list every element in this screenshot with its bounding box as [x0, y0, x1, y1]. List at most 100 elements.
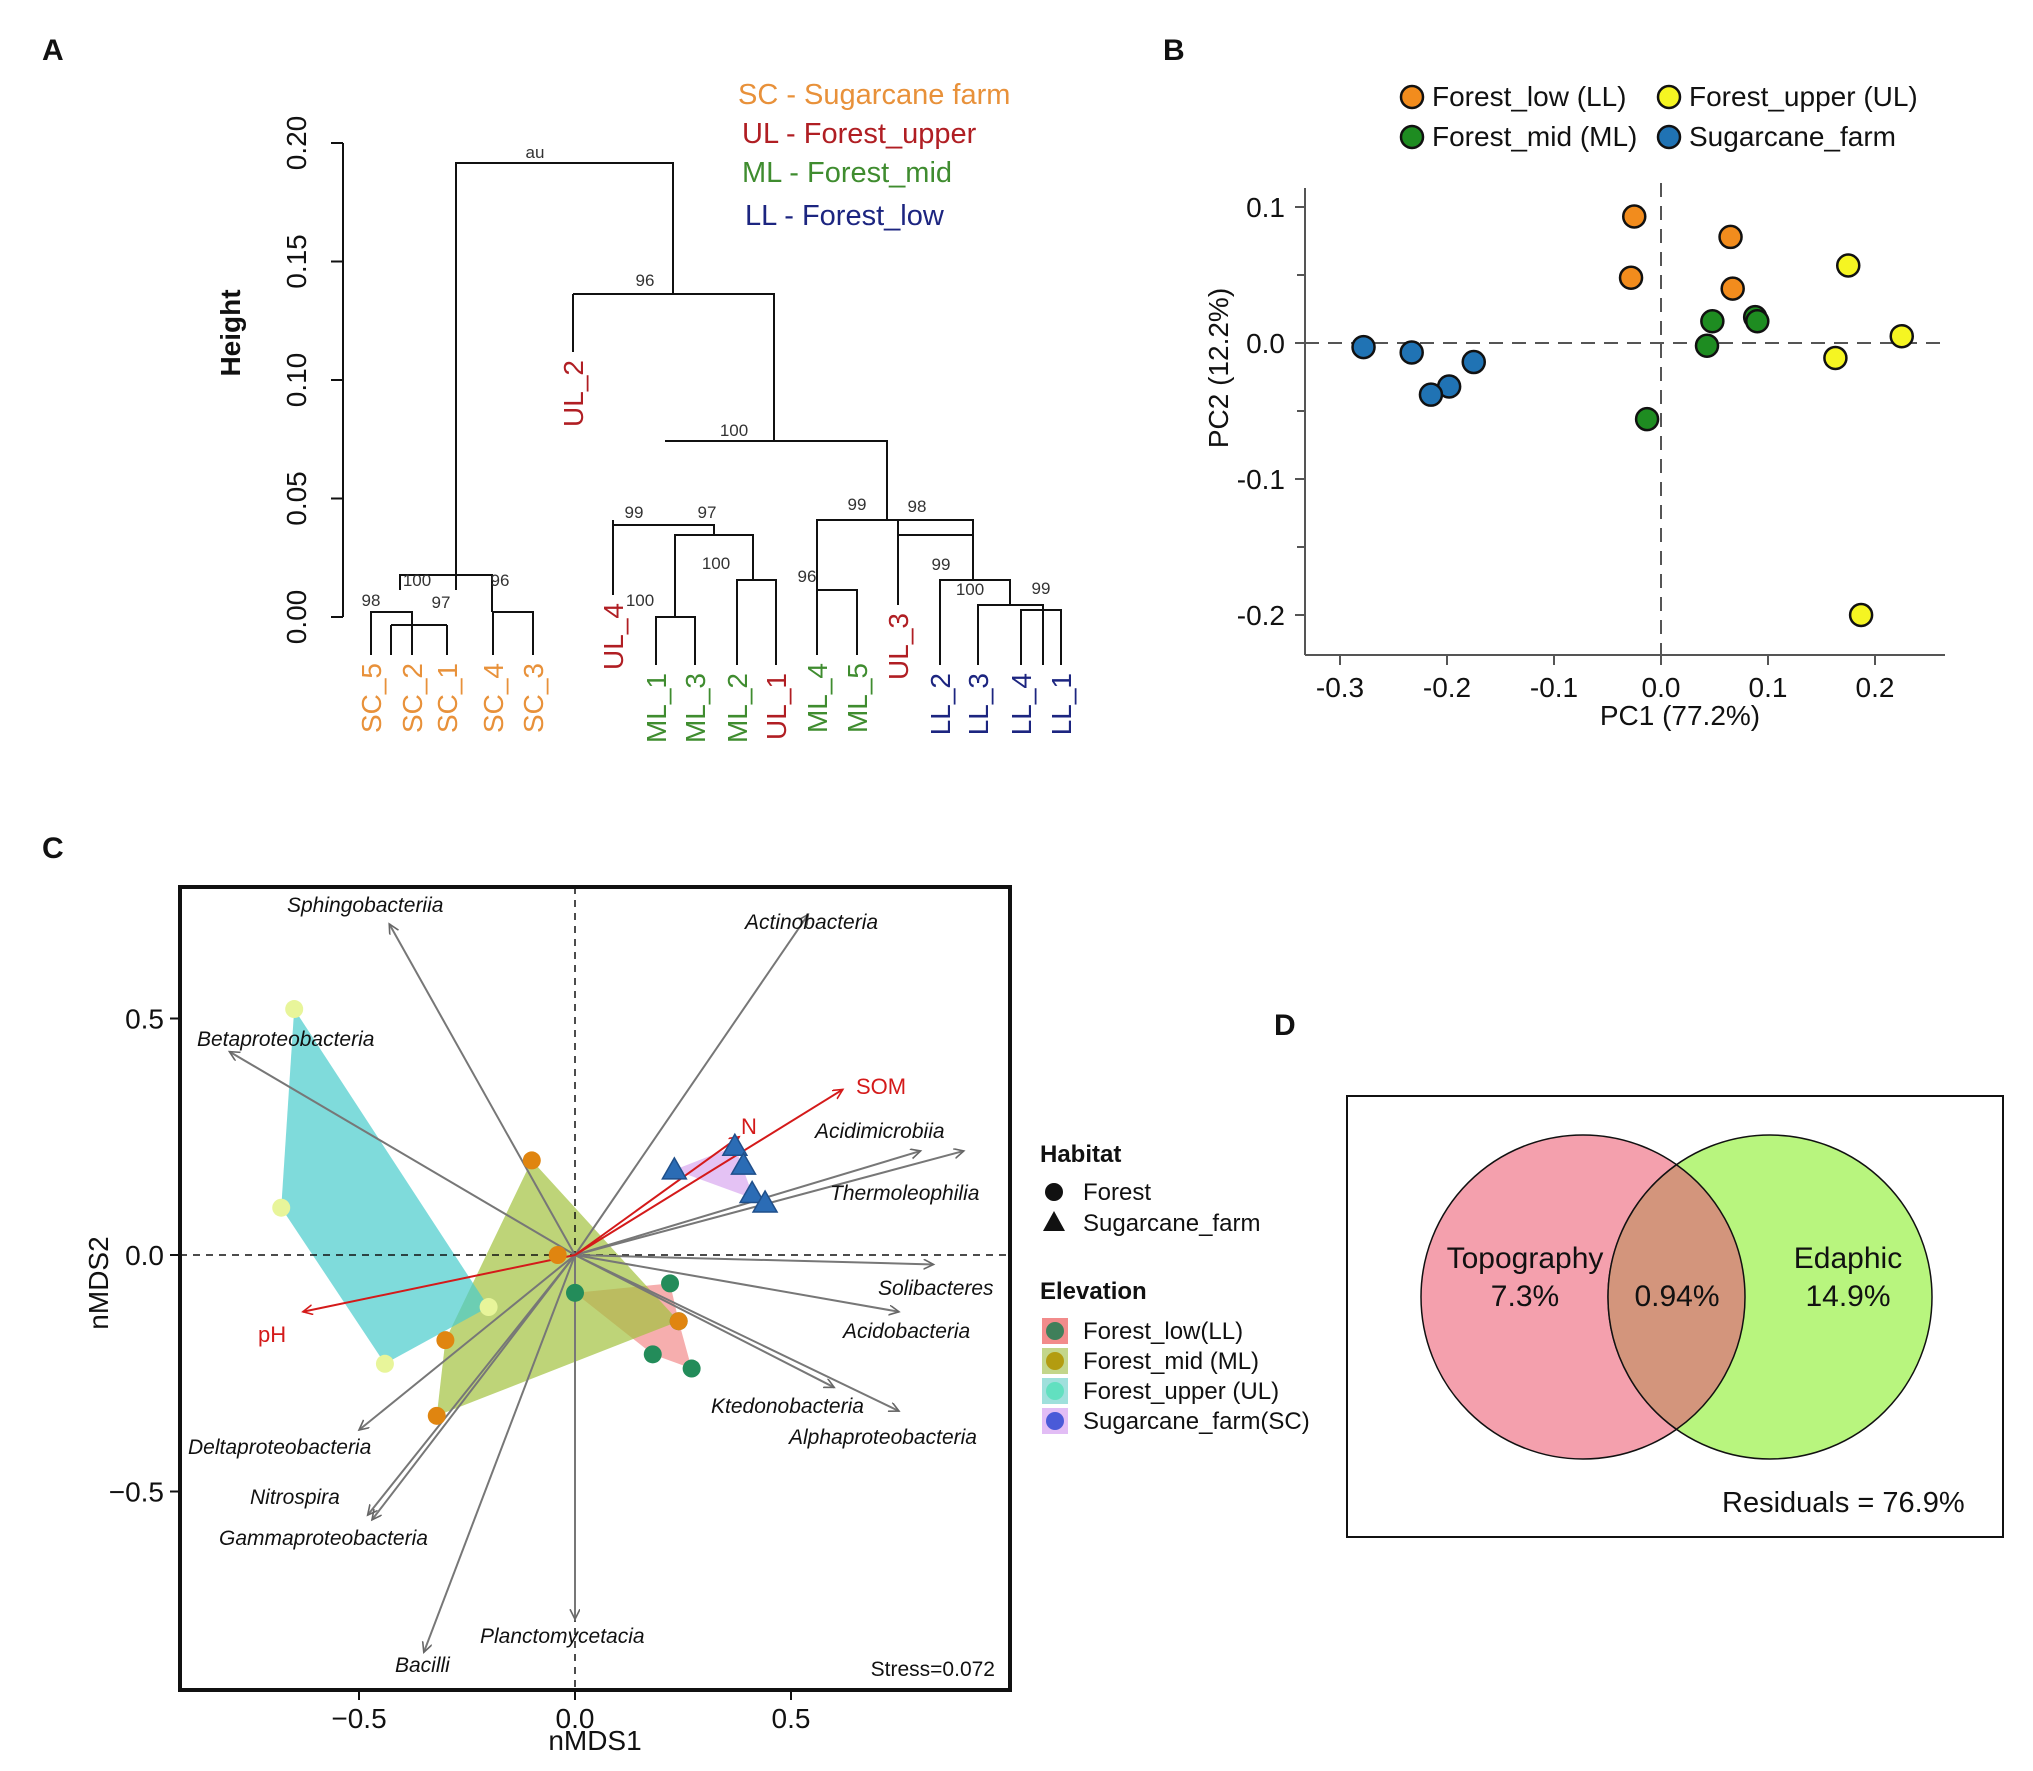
pca-y-tick-label: 0.1	[1246, 192, 1285, 223]
dendrogram-branches	[370, 162, 1062, 665]
panel-b-pca: B Forest_low (LL) Forest_upper (UL)Forest…	[1163, 34, 1945, 731]
nmds-point	[522, 1151, 541, 1170]
nmds-point	[375, 1354, 394, 1373]
nmds-env-label: SOM	[856, 1074, 906, 1099]
panel-d-label: D	[1274, 1009, 1296, 1042]
venn-overlap-value: 0.94%	[1634, 1280, 1719, 1313]
legend-ul: UL - Forest_upper	[742, 118, 977, 150]
nmds-point-triangle	[738, 1179, 766, 1204]
nmds-taxon-label: Deltaproteobacteria	[188, 1436, 371, 1459]
nmds-x-axis-label: nMDS1	[548, 1725, 641, 1756]
dendrogram-leaf-label: LL_3	[963, 673, 994, 735]
pca-y-axis-label: PC2 (12.2%)	[1203, 288, 1234, 448]
panel-a-label: A	[42, 34, 64, 67]
pca-x-tick-label: 0.1	[1749, 672, 1788, 703]
nmds-taxon-arrow	[574, 914, 808, 1256]
nmds-env-label: N	[741, 1114, 757, 1139]
pca-x-tick-label: -0.2	[1423, 672, 1471, 703]
nmds-point-triangle	[751, 1189, 779, 1213]
pca-x-tick-label: -0.1	[1530, 672, 1578, 703]
dendrogram-node-value: 96	[636, 271, 655, 290]
dendrogram-leaf-label: ML_3	[680, 673, 711, 743]
dendrogram-node-value: 96	[798, 567, 817, 586]
panel-a-dendrogram: A Height 0.00 0.05 0.10 0.15 0.20 SC - Sugar…	[42, 34, 1077, 743]
pca-point	[1399, 340, 1424, 365]
nmds-taxon-label: Sphingobacteriia	[287, 894, 443, 917]
nmds-taxon-label: Solibacteres	[878, 1277, 994, 1300]
elevation-legend-label: Forest_mid (ML)	[1083, 1348, 1259, 1375]
nmds-axes: −0.5 0.0 0.5 −0.5 0.0 0.5 nMDS1 nMDS2 Stress=0.0…	[83, 885, 1012, 1756]
pca-legend-marker	[1656, 84, 1682, 110]
panel-c-nmds: C Sphingobacteriia Actinobacteria Betaprot…	[42, 832, 1310, 1756]
panel-c-label: C	[42, 832, 64, 865]
nmds-taxon-label: Thermoleophilia	[830, 1182, 979, 1205]
dendrogram-leaf-label: SC_3	[518, 663, 549, 733]
nmds-y-axis-label: nMDS2	[83, 1236, 114, 1329]
pca-point	[1461, 349, 1486, 375]
nmds-taxon-arrow	[574, 1254, 934, 1264]
elevation-legend-label: Forest_low(LL)	[1083, 1318, 1243, 1345]
pca-point	[1848, 602, 1874, 628]
dendrogram-node-value: 99	[848, 495, 867, 514]
dendrogram-node-value: 96	[491, 571, 510, 590]
nmds-points	[272, 1000, 779, 1425]
pca-y-tick-label: 0.0	[1246, 328, 1285, 359]
pca-legend-label: Forest_low (LL)	[1432, 81, 1627, 112]
nmds-legend: Habitat Forest Sugarcane_farm Elevation Fore…	[1040, 1141, 1310, 1435]
nmds-taxon-label: Nitrospira	[250, 1486, 340, 1509]
nmds-point	[479, 1298, 498, 1317]
pca-x-axis-label: PC1 (77.2%)	[1600, 700, 1760, 731]
dendrogram-node-value: 100	[626, 591, 654, 610]
nmds-taxon-label: Betaproteobacteria	[197, 1028, 374, 1051]
venn-overlap	[1607, 1163, 1746, 1431]
nmds-point	[566, 1283, 584, 1302]
habitat-legend-circle	[1045, 1183, 1063, 1201]
nmds-point	[285, 1000, 304, 1019]
venn-topography-value: 7.3%	[1491, 1280, 1559, 1313]
dendrogram-leaf-label: UL_3	[883, 613, 914, 680]
dendrogram-node-value: 100	[956, 580, 984, 599]
dendrogram-y-tick-label: 0.00	[281, 590, 312, 645]
nmds-hull	[674, 1146, 766, 1203]
pca-y-tick-label: -0.1	[1237, 464, 1285, 495]
pca-point	[1618, 265, 1644, 290]
venn-edaphic-label: Edaphic	[1794, 1242, 1902, 1275]
elevation-legend-label: Sugarcane_farm(SC)	[1083, 1408, 1310, 1435]
pca-point	[1836, 253, 1861, 278]
nmds-taxon-arrow	[574, 1254, 834, 1389]
pca-x-tick-label: -0.3	[1316, 672, 1364, 703]
dendrogram-node-value: 99	[1032, 579, 1051, 598]
dendrogram-leaf-label: LL_1	[1046, 673, 1077, 735]
habitat-legend-title: Habitat	[1040, 1141, 1121, 1168]
nmds-group-hulls	[281, 1009, 766, 1416]
dendrogram-y-axis-label: Height	[215, 289, 246, 376]
legend-ml: ML - Forest_mid	[742, 157, 952, 189]
legend-sc: SC - Sugarcane farm	[738, 79, 1010, 111]
pca-point	[1694, 333, 1720, 358]
dendrogram-node-value: 99	[625, 503, 644, 522]
nmds-point	[669, 1312, 688, 1331]
nmds-taxon-arrow	[372, 1254, 576, 1520]
panel-b-label: B	[1163, 34, 1185, 67]
pca-legend-label: Forest_upper (UL)	[1689, 81, 1918, 112]
dendrogram-leaf-label: ML_4	[802, 663, 833, 733]
nmds-x-tick-label: −0.5	[331, 1703, 386, 1734]
dendrogram-leaf-label: SC_4	[478, 663, 509, 733]
nmds-taxon-arrow	[368, 1254, 576, 1515]
venn-frame	[1346, 1095, 2004, 1538]
elevation-legend-label: Forest_upper (UL)	[1083, 1378, 1279, 1405]
nmds-taxon-label: Ktedonobacteria	[711, 1395, 864, 1418]
dendrogram-node-value: 98	[362, 591, 381, 610]
pca-point	[1718, 224, 1743, 250]
dendrogram-leaf-label: SC_1	[432, 663, 463, 733]
pca-point	[1634, 406, 1660, 432]
elevation-legend-dot	[1046, 1412, 1064, 1430]
nmds-stress: Stress=0.072	[871, 1658, 995, 1681]
dendrogram-leaf-label: ML_1	[641, 673, 672, 743]
nmds-point	[661, 1274, 680, 1293]
nmds-y-tick-label: 0.5	[125, 1004, 164, 1035]
nmds-taxon-label: Gammaproteobacteria	[219, 1527, 428, 1550]
nmds-x-tick-label: 0.5	[772, 1703, 811, 1734]
pca-points	[1351, 204, 1914, 628]
nmds-taxon-arrow	[574, 1254, 899, 1312]
